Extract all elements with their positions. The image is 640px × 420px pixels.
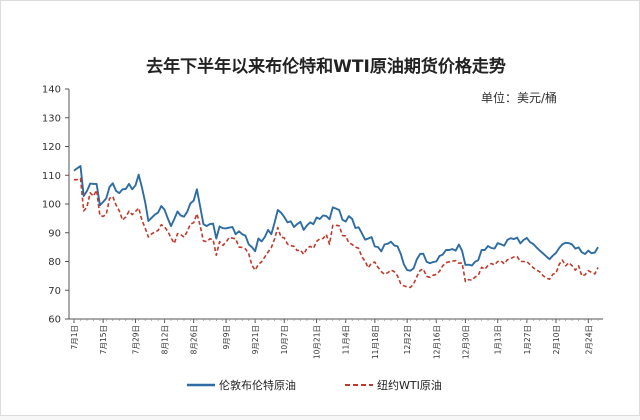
legend: 伦敦布伦特原油 纽约WTI原油	[187, 378, 442, 392]
y-tick-label: 100	[42, 200, 61, 211]
x-tick-label: 8月12日	[161, 325, 170, 354]
y-tick-label: 80	[48, 257, 61, 268]
legend-label-brent: 伦敦布伦特原油	[219, 378, 296, 392]
y-tick-label: 140	[42, 85, 61, 96]
x-tick-label: 10月7日	[280, 325, 289, 354]
y-tick-label: 120	[42, 142, 61, 153]
x-tick-label: 9月9日	[222, 325, 231, 350]
y-tick-label: 60	[48, 315, 61, 326]
x-axis: 7月1日 7月15日 7月29日 8月12日 8月26日 9月9日 9月21日 10月7日 10…	[69, 318, 603, 359]
x-tick-label: 2月10日	[552, 325, 561, 354]
x-tick-label: 7月29日	[131, 325, 140, 354]
x-tick-label: 12月16日	[432, 325, 441, 359]
x-tick-label: 1月13日	[494, 325, 503, 354]
x-tick-label: 7月15日	[99, 325, 108, 354]
x-tick-label: 7月1日	[70, 325, 79, 350]
x-tick-label: 9月21日	[251, 325, 260, 354]
legend-label-wti: 纽约WTI原油	[377, 378, 442, 392]
x-tick-label: 12月30日	[461, 325, 470, 359]
y-tick-label: 110	[42, 171, 61, 182]
plot-area	[73, 165, 599, 289]
x-tick-label: 2月24日	[584, 325, 593, 354]
x-tick-label: 12月2日	[403, 325, 412, 354]
x-tick-label: 11月18日	[371, 325, 380, 359]
y-tick-label: 90	[48, 228, 61, 239]
unit-label: 单位：美元/桶	[481, 90, 557, 105]
x-tick-label: 8月26日	[190, 325, 199, 354]
x-tick-label: 1月27日	[523, 325, 532, 354]
y-tick-label: 70	[48, 286, 61, 297]
y-axis: 60 70 80 90 100 110 120 130 140	[42, 85, 70, 326]
x-tick-label: 11月4日	[342, 325, 351, 354]
x-tick-label: 10月21日	[313, 325, 322, 359]
y-tick-label: 130	[42, 113, 61, 124]
chart-title: 去年下半年以来布伦特和WTI原油期货价格走势	[146, 56, 506, 77]
series-line-brent	[73, 165, 599, 272]
series-line-wti	[73, 177, 599, 289]
